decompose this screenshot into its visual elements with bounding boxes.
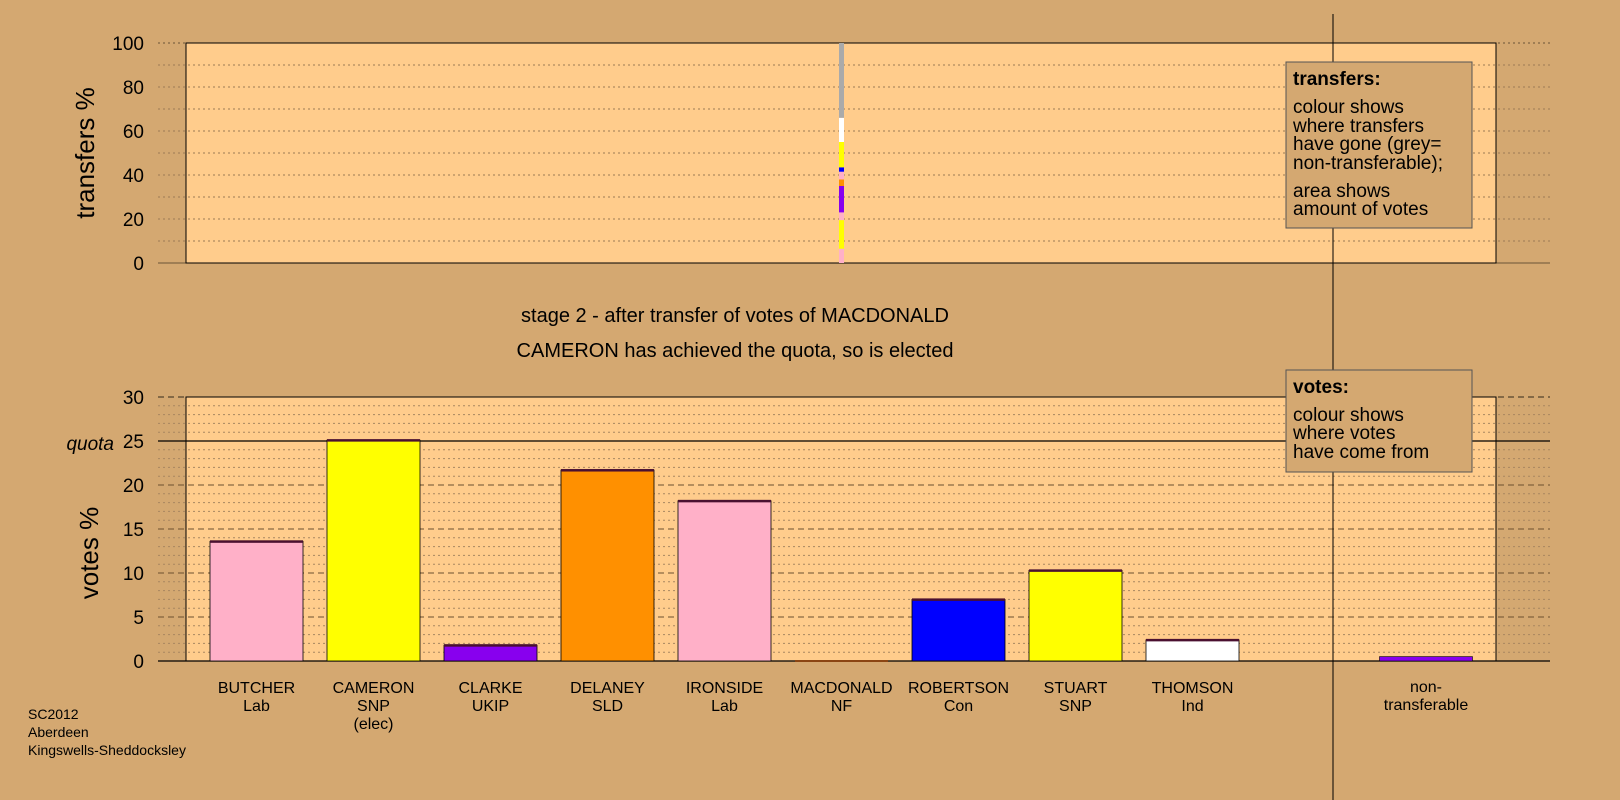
votes-tick-label: 10	[123, 564, 144, 585]
candidate-party: Ind	[1181, 698, 1203, 715]
transfers-legend-line: have gone (grey=	[1293, 134, 1441, 155]
vote-bar-delaney	[560, 469, 655, 662]
transfers-legend-line: colour shows	[1293, 97, 1404, 118]
candidate-name: BUTCHER	[218, 680, 295, 697]
transfer-segment	[839, 43, 844, 118]
vote-bar-cameron	[326, 439, 421, 662]
vote-bar-transfer-cap	[1146, 638, 1239, 642]
candidate-party: Lab	[711, 698, 738, 715]
vote-bar-clarke	[443, 644, 538, 662]
candidate-party: Con	[944, 698, 973, 715]
vote-bar-ironside	[677, 500, 772, 662]
vote-bar-thomson	[1145, 639, 1240, 662]
transfer-segment	[839, 142, 844, 168]
transfers-legend-line: where transfers	[1292, 116, 1424, 137]
non-transferable-label: non-	[1410, 679, 1442, 696]
transfers-legend-line: non-transferable);	[1293, 153, 1443, 174]
candidate-name: CLARKE	[458, 680, 522, 697]
transfer-column	[839, 43, 844, 263]
transfers-tick-label: 20	[123, 210, 144, 231]
transfer-segment	[839, 167, 844, 172]
vote-bar-transfer-cap	[210, 540, 303, 543]
candidate-party: Lab	[243, 698, 270, 715]
candidate-status: (elec)	[353, 716, 393, 733]
transfers-tick-label: 0	[133, 254, 144, 275]
transfers-legend-line: amount of votes	[1293, 199, 1428, 220]
quota-label: quota	[66, 434, 114, 455]
candidate-party: SNP	[357, 698, 390, 715]
vote-bar-transfer-cap	[327, 439, 420, 442]
candidate-name: THOMSON	[1152, 680, 1234, 697]
votes-tick-label: 30	[123, 388, 144, 409]
votes-tick-label: 0	[133, 652, 144, 673]
votes-legend: votes: colour shows where votes have com…	[1285, 369, 1473, 473]
candidate-party: SLD	[592, 698, 623, 715]
votes-tick-label: 5	[133, 608, 144, 629]
votes-legend-line: have come from	[1293, 442, 1429, 463]
votes-tick-label: 15	[123, 520, 144, 541]
transfer-segment	[839, 171, 844, 180]
vote-bar-butcher	[209, 540, 304, 662]
transfer-segment	[839, 117, 844, 142]
votes-legend-line: colour shows	[1293, 405, 1404, 426]
vote-bar-stuart	[1028, 569, 1123, 662]
candidate-name: MACDONALD	[790, 680, 892, 697]
candidate-labels: BUTCHERLabCAMERONSNP(elec)CLARKEUKIPDELA…	[218, 679, 1469, 733]
candidate-name: ROBERTSON	[908, 680, 1009, 697]
vote-bar-transfer-cap	[561, 469, 654, 472]
vote-bar-robertson	[911, 599, 1006, 662]
candidate-party: SNP	[1059, 698, 1092, 715]
transfers-tick-label: 60	[123, 122, 144, 143]
votes-bars	[209, 439, 1473, 662]
votes-legend-title: votes:	[1293, 377, 1349, 398]
transfers-y-ticks: 0 20 40 60 80 100	[112, 34, 144, 275]
candidate-name: CAMERON	[333, 680, 415, 697]
votes-tick-label: 25	[123, 432, 144, 453]
candidate-name: IRONSIDE	[686, 680, 763, 697]
vote-bar-transfer-cap	[1029, 569, 1122, 572]
transfers-tick-label: 80	[123, 78, 144, 99]
vote-bar-transfer-cap	[678, 499, 771, 503]
transfer-segment	[839, 179, 844, 186]
ward-name: Kingswells-Sheddocksley	[28, 742, 186, 758]
candidate-party: UKIP	[472, 698, 509, 715]
votes-y-axis-title: votes %	[74, 507, 104, 600]
votes-tick-label: 20	[123, 476, 144, 497]
transfer-segment	[839, 212, 844, 221]
candidate-name: DELANEY	[570, 680, 645, 697]
transfers-tick-label: 100	[112, 34, 144, 55]
vote-bar-transfer-cap	[444, 644, 537, 647]
transfers-legend: transfers: colour shows where transfers …	[1285, 61, 1473, 229]
votes-y-ticks: 0 5 10 15 20 25 30	[123, 388, 144, 673]
vote-bar-transfer-cap	[912, 598, 1005, 601]
non-transferable-label: transferable	[1384, 697, 1469, 714]
stage-heading: stage 2 - after transfer of votes of MAC…	[521, 305, 949, 327]
transfers-legend-title: transfers:	[1293, 69, 1381, 90]
candidate-name: STUART	[1044, 680, 1108, 697]
candidate-party: NF	[831, 698, 853, 715]
transfers-tick-label: 40	[123, 166, 144, 187]
transfer-segment	[839, 186, 844, 213]
election-footer: SC2012 Aberdeen Kingswells-Sheddocksley	[28, 706, 186, 758]
council-name: Aberdeen	[28, 724, 89, 740]
transfer-segment	[839, 220, 844, 249]
votes-legend-line: where votes	[1292, 423, 1395, 444]
election-code: SC2012	[28, 706, 79, 722]
transfers-y-axis-title: transfers %	[70, 87, 100, 219]
transfer-segment	[839, 248, 844, 263]
stage-result: CAMERON has achieved the quota, so is el…	[517, 340, 954, 362]
transfers-legend-line: area shows	[1293, 181, 1390, 202]
vote-bar-non-transferable	[1379, 656, 1473, 662]
